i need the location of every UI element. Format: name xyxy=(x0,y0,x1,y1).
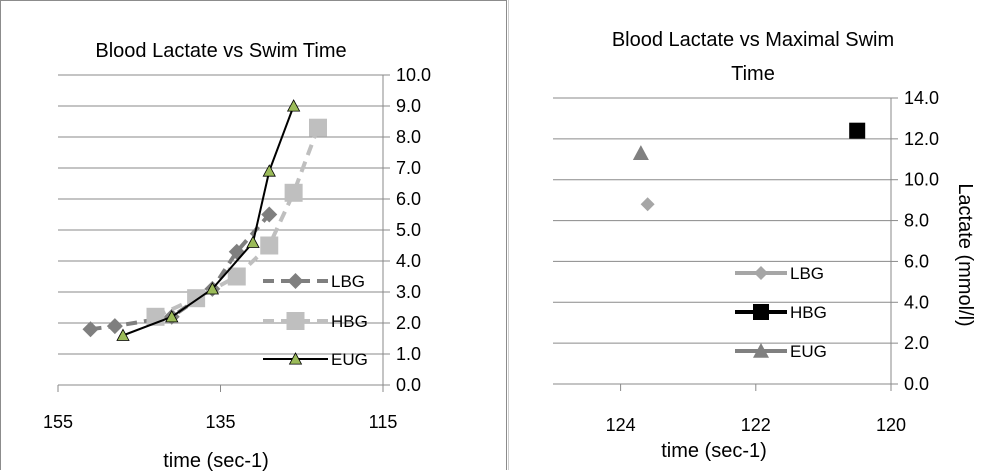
x-axis-label: time (sec-1) xyxy=(661,440,767,462)
y-tick-label: 5.0 xyxy=(396,220,421,240)
data-point-hbg xyxy=(309,118,327,137)
y-axis-label: Lactate (mmol/l) xyxy=(954,183,976,326)
data-point-eug xyxy=(205,282,220,295)
y-tick-label: 9.0 xyxy=(396,96,421,116)
y-tick-label: 8.0 xyxy=(396,127,421,147)
data-point-hbg xyxy=(227,267,246,286)
y-tick-label: 12.0 xyxy=(904,129,939,149)
chart-panel-swim-time: Blood Lactate vs Swim Time 0.0 1.0 2.0 3.0 4.… xyxy=(0,0,507,471)
data-point-lbg xyxy=(106,318,123,335)
chart-title: Blood Lactate vs Maximal Swim xyxy=(612,29,894,51)
chart-title: Blood Lactate vs Swim Time xyxy=(95,40,346,62)
chart-title: Time xyxy=(731,63,775,85)
data-point-eug xyxy=(286,99,301,112)
series-line-hbg xyxy=(154,126,320,319)
legend-marker-lbg xyxy=(754,266,768,280)
data-point-eug xyxy=(246,235,260,248)
legend-label-eug: EUG xyxy=(790,342,827,361)
y-tick-label: 10.0 xyxy=(396,65,431,85)
y-tick-label: 0.0 xyxy=(396,375,421,395)
y-tick-label: 4.0 xyxy=(396,251,421,271)
legend-label-hbg: HBG xyxy=(790,303,827,322)
y-tick-label: 2.0 xyxy=(904,333,929,353)
legend-label-hbg: HBG xyxy=(331,312,368,331)
legend-marker-eug xyxy=(753,343,769,358)
data-point-eug xyxy=(262,164,276,177)
y-tick-label: 1.0 xyxy=(396,344,421,364)
x-tick-label: 124 xyxy=(606,415,636,435)
x-tick-label: 120 xyxy=(876,415,906,435)
y-tick-label: 6.0 xyxy=(904,251,929,271)
x-tick-label: 155 xyxy=(43,412,73,432)
data-point-hbg xyxy=(849,122,866,139)
y-tick-label: 2.0 xyxy=(396,313,421,333)
legend-label-lbg: LBG xyxy=(331,272,365,291)
x-tick-label: 135 xyxy=(205,412,235,432)
y-tick-label: 8.0 xyxy=(904,211,929,231)
y-tick-label: 14.0 xyxy=(904,88,939,108)
data-point-lbg xyxy=(261,206,278,223)
data-point-hbg xyxy=(284,183,303,202)
y-tick-label: 3.0 xyxy=(396,282,421,302)
y-tick-label: 6.0 xyxy=(396,189,421,209)
data-point-lbg xyxy=(82,321,99,338)
data-point-lbg xyxy=(228,243,245,260)
chart-panel-maximal-swim-time: Blood Lactate vs Maximal Swim Time 0.0 2.0 4… xyxy=(508,0,993,470)
data-point-eug xyxy=(165,309,179,323)
x-tick-label: 115 xyxy=(369,412,398,432)
x-tick-label: 122 xyxy=(741,415,771,435)
data-point-hbg xyxy=(260,236,279,255)
y-tick-label: 7.0 xyxy=(396,158,421,178)
y-tick-label: 10.0 xyxy=(904,170,939,190)
data-point-eug xyxy=(632,145,649,160)
legend-marker-hbg xyxy=(286,312,305,330)
data-point-eug xyxy=(116,328,130,341)
legend-marker-hbg xyxy=(753,304,769,320)
legend-marker-eug xyxy=(288,352,303,365)
y-tick-label: 4.0 xyxy=(904,292,929,312)
y-tick-label: 0.0 xyxy=(904,374,929,394)
data-point-lbg xyxy=(640,197,655,212)
x-axis-label: time (sec-1) xyxy=(163,450,269,471)
series-line-eug xyxy=(122,105,295,337)
legend-marker-lbg xyxy=(287,273,304,289)
lactate-vs-maximal-swim-time-chart: Blood Lactate vs Maximal Swim Time 0.0 2.0 4… xyxy=(553,29,976,462)
lactate-vs-swim-time-chart: Blood Lactate vs Swim Time 0.0 1.0 2.0 3.0 4.… xyxy=(43,40,431,471)
legend-label-eug: EUG xyxy=(331,350,368,369)
legend-label-lbg: LBG xyxy=(790,264,824,283)
